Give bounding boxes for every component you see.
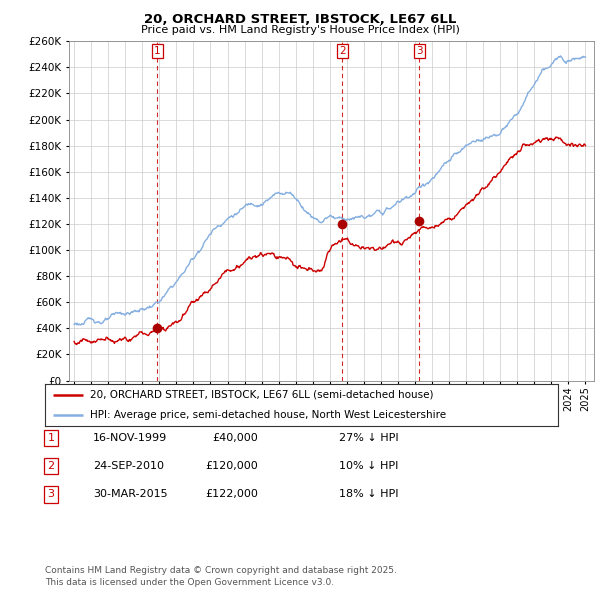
- Text: 2: 2: [47, 461, 55, 471]
- Text: £122,000: £122,000: [205, 490, 258, 499]
- Text: 1: 1: [47, 433, 55, 442]
- Text: 2: 2: [339, 47, 346, 57]
- Text: 3: 3: [47, 490, 55, 499]
- Text: Price paid vs. HM Land Registry's House Price Index (HPI): Price paid vs. HM Land Registry's House …: [140, 25, 460, 35]
- Text: 3: 3: [416, 47, 422, 57]
- Text: 16-NOV-1999: 16-NOV-1999: [93, 433, 167, 442]
- Text: Contains HM Land Registry data © Crown copyright and database right 2025.
This d: Contains HM Land Registry data © Crown c…: [45, 566, 397, 587]
- Text: 1: 1: [154, 47, 161, 57]
- Text: HPI: Average price, semi-detached house, North West Leicestershire: HPI: Average price, semi-detached house,…: [90, 410, 446, 420]
- Text: 30-MAR-2015: 30-MAR-2015: [93, 490, 167, 499]
- Text: £40,000: £40,000: [212, 433, 258, 442]
- Text: 27% ↓ HPI: 27% ↓ HPI: [339, 433, 398, 442]
- Text: 18% ↓ HPI: 18% ↓ HPI: [339, 490, 398, 499]
- Text: 20, ORCHARD STREET, IBSTOCK, LE67 6LL: 20, ORCHARD STREET, IBSTOCK, LE67 6LL: [144, 13, 456, 26]
- Text: 10% ↓ HPI: 10% ↓ HPI: [339, 461, 398, 471]
- Text: 24-SEP-2010: 24-SEP-2010: [93, 461, 164, 471]
- Text: 20, ORCHARD STREET, IBSTOCK, LE67 6LL (semi-detached house): 20, ORCHARD STREET, IBSTOCK, LE67 6LL (s…: [90, 389, 434, 399]
- Text: £120,000: £120,000: [205, 461, 258, 471]
